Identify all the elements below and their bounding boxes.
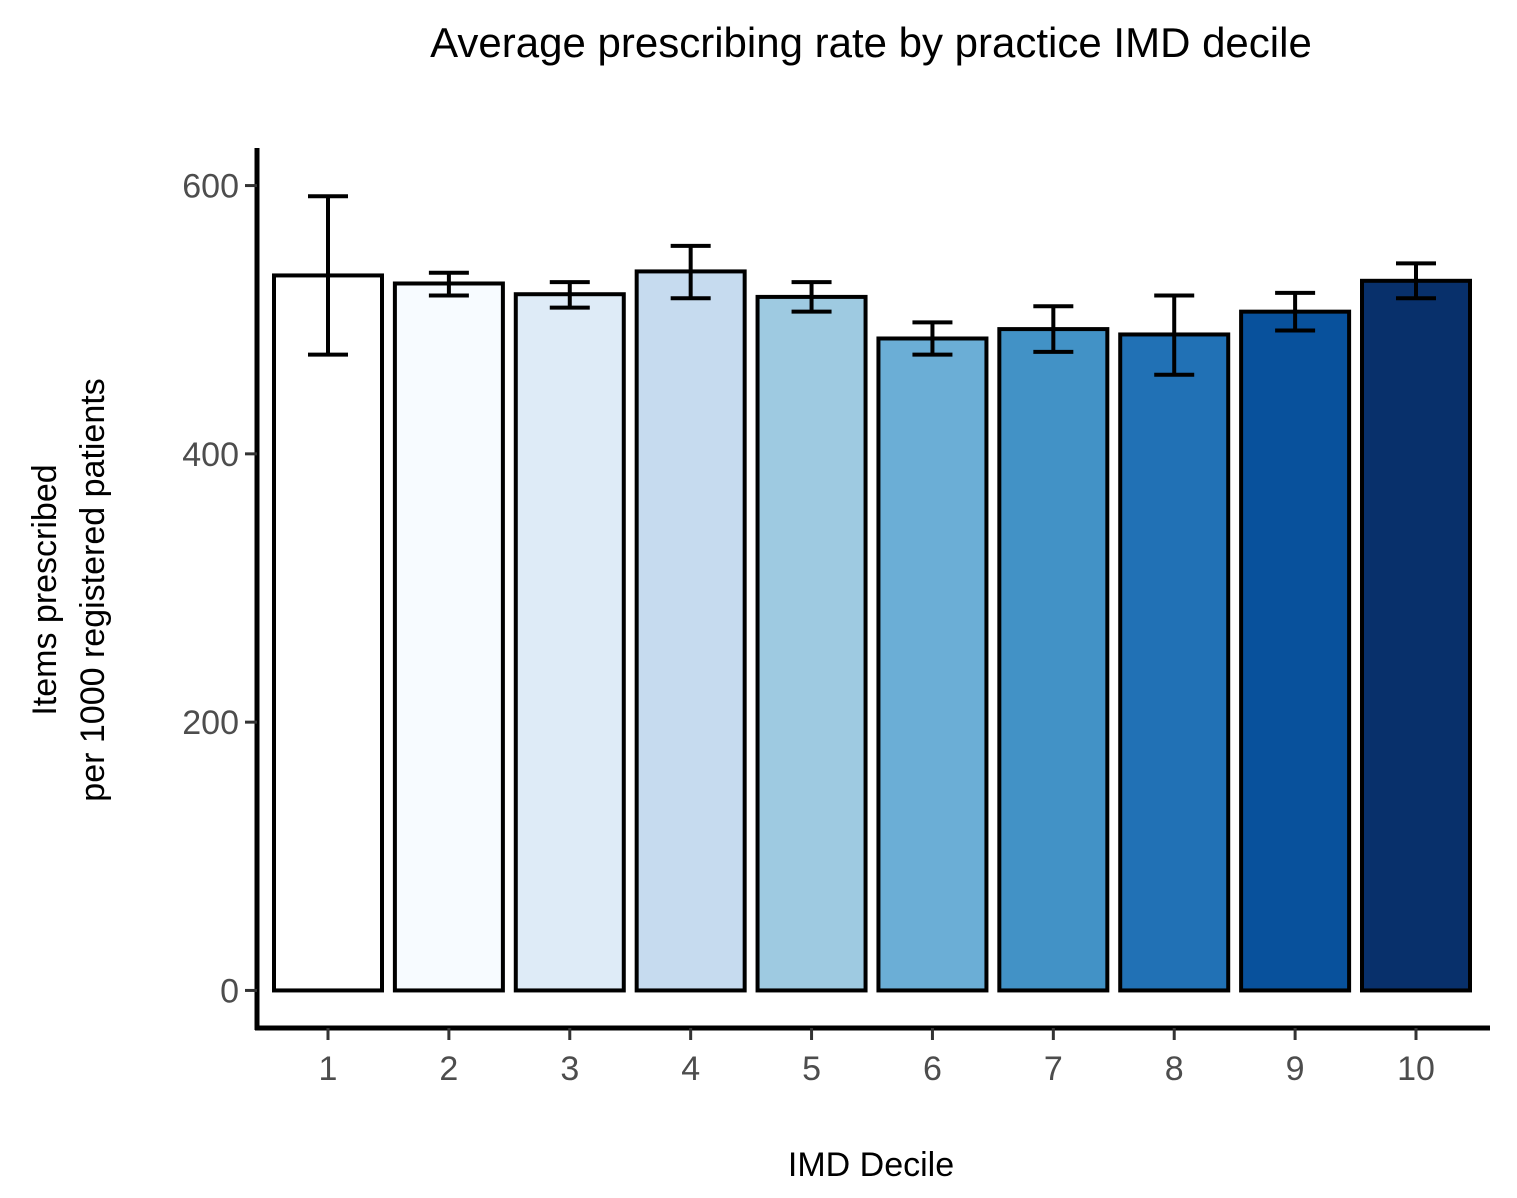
error-bar-decile-9 [1275, 290, 1316, 333]
y-axis-title: Items prescribed per 1000 registered pat… [26, 378, 112, 801]
error-bar-decile-8 [1154, 293, 1195, 377]
bar-decile-3 [513, 292, 626, 993]
error-bar-decile-1 [308, 194, 348, 357]
x-tick-label-9: 9 [1286, 1050, 1305, 1088]
error-bar-decile-2 [428, 270, 469, 298]
bar-decile-9 [1239, 309, 1352, 993]
bar-decile-4 [634, 269, 747, 993]
x-tick-label-7: 7 [1044, 1050, 1063, 1088]
chart-title: Average prescribing rate by practice IMD… [430, 19, 1312, 66]
x-tick-label-4: 4 [681, 1050, 700, 1088]
y-tick-label-200: 200 [182, 704, 239, 742]
y-axis-title-line-1: Items prescribed [26, 464, 64, 715]
bar-decile-10 [1360, 278, 1472, 993]
error-bar-decile-10 [1396, 261, 1436, 301]
x-tick-label-2: 2 [439, 1050, 458, 1088]
error-bar-decile-6 [912, 320, 953, 357]
x-tick-label-6: 6 [923, 1050, 942, 1088]
bar-decile-1 [272, 273, 384, 993]
x-tick-label-5: 5 [802, 1050, 821, 1088]
y-tick-label-600: 600 [182, 168, 239, 206]
y-axis-title-line-2: per 1000 registered patients [74, 378, 112, 801]
error-bar-decile-4 [670, 243, 711, 301]
error-bar-decile-3 [549, 280, 590, 310]
x-tick-label-10: 10 [1397, 1050, 1435, 1088]
x-tick-label-8: 8 [1165, 1050, 1184, 1088]
x-tick-label-3: 3 [560, 1050, 579, 1088]
bar-decile-8 [1118, 332, 1231, 993]
bar-decile-6 [876, 336, 989, 993]
x-tick-label-1: 1 [319, 1050, 338, 1088]
y-tick-label-400: 400 [182, 436, 239, 474]
y-tick-label-0: 0 [220, 972, 239, 1010]
error-bar-decile-7 [1033, 304, 1074, 354]
bar-decile-7 [997, 327, 1110, 993]
plot-area: 0 200 400 600 1 2 3 4 5 6 7 8 9 10 [182, 148, 1490, 1088]
bar-decile-5 [755, 294, 868, 993]
bar-decile-2 [392, 281, 505, 993]
x-axis-title: IMD Decile [788, 1146, 954, 1184]
error-bar-decile-5 [791, 280, 832, 314]
